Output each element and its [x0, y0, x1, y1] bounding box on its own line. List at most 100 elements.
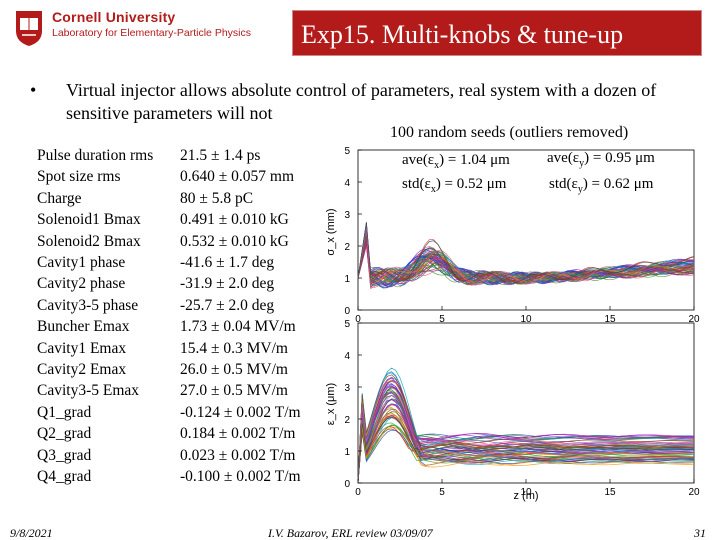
std-x-sub: x [430, 184, 436, 195]
plot-frame [357, 149, 695, 311]
std-emittance-y: std(εy) = 0.62 μm [549, 176, 653, 195]
y-tick-label: 1 [344, 274, 350, 285]
parameter-name: Q3_grad [37, 446, 92, 464]
footer-date: 9/8/2021 [10, 526, 53, 540]
std-y-sub: y [577, 184, 583, 195]
ave-x-value: ) = 1.04 μm [439, 152, 510, 168]
parameter-value: -0.124 ± 0.002 T/m [180, 403, 301, 421]
title-banner: Exp15. Multi-knobs & tune-up [292, 10, 702, 56]
parameter-row: Buncher Emax 1.73 ± 0.04 MV/m [37, 316, 301, 337]
laboratory-name: Laboratory for Elementary-Particle Physi… [52, 27, 251, 39]
top-ylabel: σ_x (mm) [325, 208, 337, 255]
parameter-name: Cavity2 Emax [37, 361, 127, 379]
x-tick-label: 10 [520, 314, 532, 325]
x-tick-label: 5 [439, 487, 445, 498]
parameter-row: Solenoid1 Bmax 0.491 ± 0.010 kG [37, 209, 301, 230]
slide-title: Exp15. Multi-knobs & tune-up [301, 20, 624, 49]
parameter-value: -31.9 ± 2.0 deg [180, 275, 275, 293]
y-tick-label: 2 [344, 242, 350, 253]
parameter-value: 15.4 ± 0.3 MV/m [180, 339, 288, 357]
parameter-row: Cavity1 Emax 15.4 ± 0.3 MV/m [37, 338, 301, 359]
parameter-name: Cavity2 phase [37, 275, 126, 293]
std-x-label: std(ε [402, 176, 431, 192]
y-tick-label: 2 [344, 415, 350, 426]
std-y-value: ) = 0.62 μm [582, 176, 654, 192]
parameter-value: -25.7 ± 2.0 deg [180, 296, 275, 314]
parameter-row: Spot size rms 0.640 ± 0.057 mm [37, 166, 301, 187]
ave-x-sub: x [434, 160, 440, 171]
ave-x-label: ave(ε [402, 152, 435, 168]
y-tick-label: 3 [344, 210, 350, 221]
y-tick-label: 4 [344, 178, 350, 189]
bullet-icon: • [30, 80, 37, 100]
parameter-value: -0.100 ± 0.002 T/m [180, 468, 301, 486]
parameter-name: Cavity1 phase [37, 254, 126, 272]
y-tick-label: 5 [344, 319, 350, 330]
y-tick-label: 3 [344, 383, 350, 394]
y-tick-label: 0 [344, 479, 350, 490]
y-tick-label: 4 [344, 351, 350, 362]
emittance-curves [357, 367, 695, 484]
parameter-row: Cavity2 Emax 26.0 ± 0.5 MV/m [37, 359, 301, 380]
parameter-name: Solenoid2 Bmax [37, 232, 141, 250]
parameter-name: Buncher Emax [37, 318, 130, 336]
cornell-seal-icon [16, 11, 42, 46]
ave-emittance-y: ave(εy) = 0.95 μm [547, 150, 655, 169]
parameter-value: 0.184 ± 0.002 T/m [180, 425, 296, 443]
x-tick-label: 5 [439, 314, 445, 325]
parameter-name: Charge [37, 189, 82, 207]
university-name: Cornell University [52, 9, 176, 25]
parameter-name: Cavity3-5 phase [37, 296, 139, 314]
parameter-name: Cavity3-5 Emax [37, 382, 140, 400]
bottom-ylabel: ε_x (μm) [325, 383, 337, 425]
parameter-value: 21.5 ± 1.4 ps [180, 147, 261, 164]
parameter-row: Charge 80 ± 5.8 pC [37, 188, 301, 209]
parameter-list: Pulse duration rms 21.5 ± 1.4 ps Spot siz… [37, 145, 301, 488]
slide-header: Cornell University Laboratory for Elemen… [0, 0, 720, 64]
annotation-title: 100 random seeds (outliers removed) [390, 124, 629, 141]
std-emittance-x: std(εx) = 0.52 μm [402, 176, 506, 195]
y-tick-label: 0 [344, 306, 350, 317]
page-number: 31 [694, 526, 706, 540]
parameter-row: Cavity2 phase -31.9 ± 2.0 deg [37, 273, 301, 294]
x-tick-label: 0 [355, 314, 361, 325]
std-x-value: ) = 0.52 μm [435, 176, 507, 192]
parameter-name: Q4_grad [37, 468, 92, 486]
parameter-row: Q4_grad -0.100 ± 0.002 T/m [37, 466, 301, 487]
parameter-value: 0.491 ± 0.010 kG [180, 211, 289, 229]
parameter-row: Cavity3-5 Emax 27.0 ± 0.5 MV/m [37, 380, 301, 401]
parameter-name: Q2_grad [37, 425, 92, 443]
bottom-xlabel: z (m) [513, 490, 538, 502]
parameter-row: Pulse duration rms 21.5 ± 1.4 ps [37, 145, 301, 166]
parameter-value: 0.640 ± 0.057 mm [180, 168, 294, 186]
parameter-name: Spot size rms [37, 168, 121, 186]
beam-size-plot: 0 1 2 3 4 5 0 5 10 15 20 σ_x (mm) [325, 146, 700, 325]
parameter-value: 26.0 ± 0.5 MV/m [180, 361, 288, 379]
emittance-plot: 0 1 2 3 4 5 0 5 10 15 20 ε_x (μm) z (m) [325, 319, 700, 502]
x-tick-label: 15 [604, 487, 616, 498]
x-tick-label: 15 [604, 314, 616, 325]
parameter-row: Q2_grad 0.184 ± 0.002 T/m [37, 423, 301, 444]
x-tick-label: 20 [688, 487, 700, 498]
x-tick-label: 10 [520, 487, 532, 498]
parameter-name: Q1_grad [37, 403, 92, 421]
y-tick-label: 1 [344, 447, 350, 458]
parameter-row: Cavity1 phase -41.6 ± 1.7 deg [37, 252, 301, 273]
beam-size-curves [357, 222, 695, 290]
parameter-value: 0.023 ± 0.002 T/m [180, 446, 296, 464]
bullet-text: Virtual injector allows absolute control… [66, 80, 657, 123]
parameter-value: 0.532 ± 0.010 kG [180, 232, 289, 250]
ave-emittance-x: ave(εx) = 1.04 μm [402, 152, 510, 171]
ave-y-sub: y [579, 158, 585, 169]
footer-reference: I.V. Bazarov, ERL review 03/09/07 [268, 526, 433, 540]
parameter-value: 1.73 ± 0.04 MV/m [180, 318, 296, 336]
parameter-row: Q1_grad -0.124 ± 0.002 T/m [37, 402, 301, 423]
parameter-name: Solenoid1 Bmax [37, 211, 141, 229]
parameter-row: Cavity3-5 phase -25.7 ± 2.0 deg [37, 295, 301, 316]
parameter-row: Solenoid2 Bmax 0.532 ± 0.010 kG [37, 231, 301, 252]
parameter-name: Cavity1 Emax [37, 339, 127, 357]
parameter-row: Q3_grad 0.023 ± 0.002 T/m [37, 445, 301, 466]
std-y-label: std(ε [549, 176, 578, 192]
university-logo-text: Cornell University Laboratory for Elemen… [52, 9, 251, 39]
